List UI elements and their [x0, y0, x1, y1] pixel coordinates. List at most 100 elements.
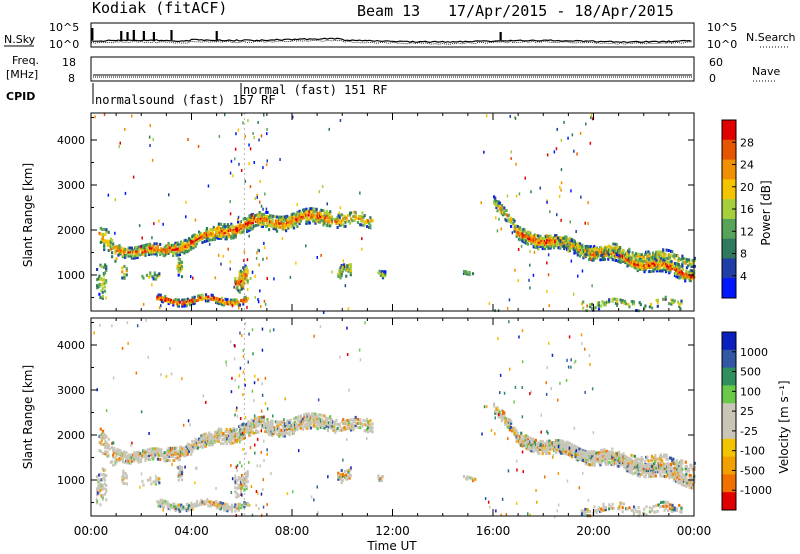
scatter-cell [637, 257, 640, 261]
scatter-cell [503, 210, 506, 214]
scatter-cell [348, 221, 352, 225]
scatter-cell [590, 251, 594, 255]
scatter-cell [212, 234, 215, 237]
scatter-cell [667, 249, 670, 253]
scatter-cell [243, 434, 246, 438]
scatter-cell [147, 456, 150, 459]
scatter-cell [349, 265, 352, 269]
scatter-cell [539, 244, 542, 248]
scatter-cell [515, 230, 518, 234]
scatter-cell [360, 223, 363, 227]
scatter-cell [684, 261, 687, 265]
scatter-cell [234, 430, 237, 434]
scatter-cell [659, 254, 662, 258]
scatter-cell [211, 503, 214, 506]
scatter-cell [205, 237, 209, 241]
scatter-cell [153, 273, 156, 277]
noise-cell [581, 269, 584, 273]
scatter-cell [231, 441, 234, 445]
scatter-cell [121, 458, 124, 462]
scatter-cell [299, 418, 302, 422]
scatter-cell [198, 238, 201, 242]
scatter-cell [288, 431, 291, 435]
scatter-cell [688, 486, 691, 489]
scatter-cell [269, 427, 272, 431]
scatter-cell [251, 219, 254, 222]
scatter-cell [172, 459, 175, 462]
scatter-cell [689, 262, 692, 266]
scatter-cell [306, 424, 309, 428]
scatter-cell [618, 248, 621, 252]
scatter-cell [671, 469, 674, 473]
scatter-cell [181, 250, 184, 254]
scatter-cell [519, 226, 522, 230]
scatter-cell [152, 244, 155, 248]
scatter-cell [104, 436, 107, 440]
scatter-cell [532, 442, 535, 446]
scatter-cell [602, 255, 605, 259]
scatter-cell [199, 439, 202, 442]
noise-cell [339, 206, 342, 210]
scatter-cell [155, 449, 158, 453]
scatter-cell [235, 280, 238, 284]
scatter-cell [136, 454, 139, 458]
scatter-cell [316, 212, 319, 215]
scatter-cell [251, 424, 254, 427]
scatter-cell [167, 300, 170, 304]
scatter-cell [636, 261, 639, 264]
scatter-cell [107, 437, 110, 441]
scatter-cell [666, 262, 669, 266]
scatter-cell [538, 443, 541, 447]
scatter-cell [336, 426, 339, 430]
colorbar-tick-label: 8 [740, 248, 747, 261]
scatter-cell [113, 451, 116, 454]
noise-cell [229, 212, 232, 216]
scatter-cell [101, 429, 105, 433]
scatter-cell [632, 464, 635, 468]
scatter-cell [634, 467, 637, 471]
scatter-cell [684, 478, 687, 482]
scatter-cell [678, 270, 681, 274]
noise-cell [229, 267, 231, 271]
scatter-cell [653, 263, 656, 267]
scatter-cell [96, 268, 99, 271]
scatter-cell [678, 481, 681, 485]
scatter-cell [658, 468, 661, 472]
scatter-cell [611, 447, 614, 451]
scatter-cell [634, 260, 637, 264]
scatter-cell [601, 448, 604, 452]
scatter-cell [265, 225, 268, 228]
scatter-cell [345, 475, 348, 479]
scatter-cell [547, 441, 550, 445]
scatter-cell [164, 501, 167, 505]
scatter-cell [101, 296, 104, 300]
scatter-cell [541, 442, 544, 445]
scatter-cell [321, 420, 324, 423]
scatter-cell [320, 212, 323, 216]
scatter-cell [176, 503, 179, 507]
scatter-cell [558, 441, 561, 445]
scatter-cell [582, 250, 586, 254]
scatter-cell [221, 299, 225, 303]
scatter-cell [283, 225, 286, 229]
scatter-cell [119, 457, 122, 461]
scatter-cell [604, 249, 608, 253]
scatter-cell [549, 443, 552, 447]
scatter-cell [637, 263, 640, 267]
scatter-cell [579, 450, 582, 453]
scatter-cell [563, 247, 566, 251]
scatter-cell [381, 274, 385, 278]
scatter-cell [318, 417, 322, 421]
scatter-cell [268, 218, 271, 221]
scatter-cell [246, 297, 249, 300]
scatter-cell [657, 252, 660, 256]
scatter-cell [662, 468, 665, 472]
scatter-cell [649, 462, 652, 466]
scatter-cell [630, 467, 634, 471]
scatter-cell [190, 298, 193, 302]
scatter-cell [153, 449, 156, 453]
scatter-cell [277, 432, 280, 436]
sky-label: N.Sky [4, 33, 36, 46]
scatter-cell [113, 246, 116, 249]
scatter-cell [586, 251, 589, 254]
